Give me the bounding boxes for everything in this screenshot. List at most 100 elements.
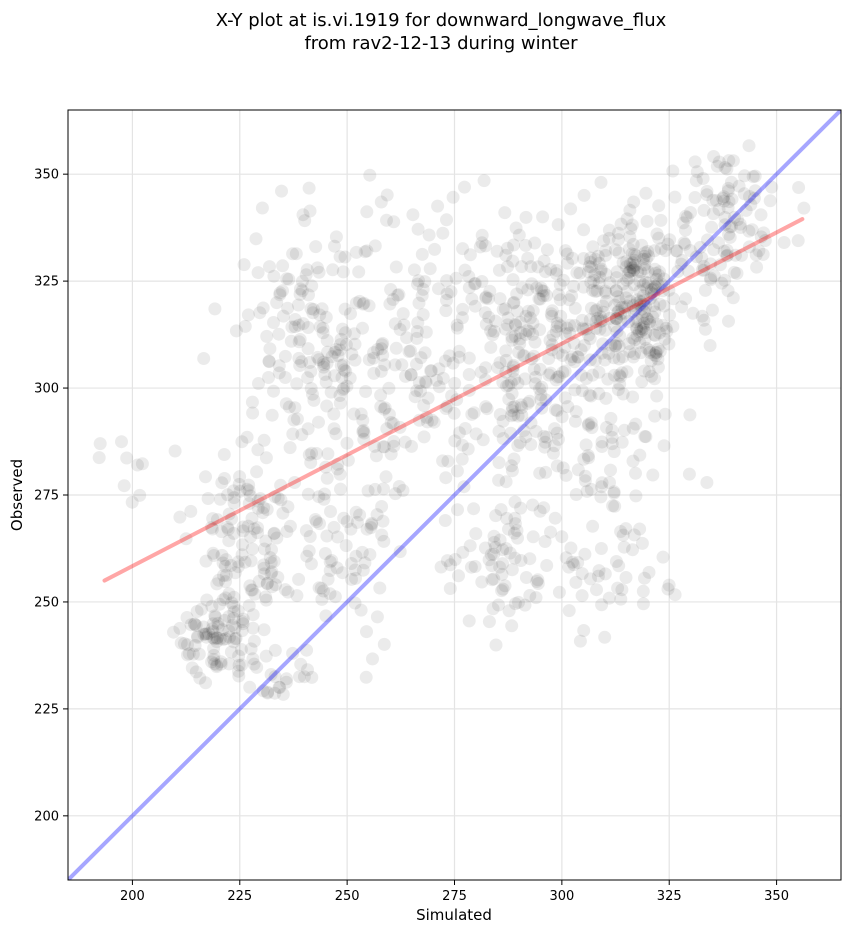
scatter-point [495, 567, 509, 581]
scatter-point [244, 530, 258, 544]
scatter-point [518, 372, 532, 386]
scatter-point [242, 478, 256, 492]
scatter-point [536, 210, 550, 224]
scatter-point [644, 354, 658, 368]
scatter-point [512, 228, 526, 242]
scatter-point [637, 249, 651, 263]
scatter-point [546, 446, 560, 460]
scatter-point [498, 302, 512, 316]
scatter-point [193, 671, 207, 685]
scatter-point [634, 322, 648, 336]
scatter-point [304, 557, 318, 571]
scatter-point [616, 387, 630, 401]
scatter-point [608, 499, 622, 513]
scatter-point [590, 284, 604, 298]
scatter-point [535, 380, 549, 394]
scatter-point [208, 609, 222, 623]
scatter-point [639, 430, 653, 444]
scatter-point [586, 368, 600, 382]
scatter-point [293, 670, 306, 684]
scatter-point [578, 474, 592, 488]
scatter-point [206, 625, 220, 639]
y-tick-label: 300 [34, 382, 59, 397]
scatter-point [384, 283, 398, 296]
scatter-point [260, 576, 274, 590]
scatter-point [636, 252, 650, 266]
scatter-point [613, 329, 627, 343]
scatter-point [602, 591, 616, 605]
scatter-point [438, 354, 452, 368]
scatter-point [587, 274, 601, 287]
scatter-point [290, 589, 304, 603]
scatter-point [603, 311, 617, 325]
scatter-point [504, 426, 518, 440]
scatter-point [233, 484, 247, 498]
scatter-point [374, 400, 388, 414]
scatter-point [700, 476, 714, 489]
scatter-point [243, 680, 257, 694]
scatter-point [356, 425, 370, 439]
scatter-point [615, 301, 629, 314]
scatter-point [595, 476, 609, 490]
scatter-point [727, 265, 741, 279]
scatter-point [607, 485, 621, 499]
scatter-point [626, 237, 640, 251]
scatter-point [308, 513, 322, 526]
scatter-point [354, 603, 368, 617]
scatter-point [558, 340, 572, 354]
scatter-point [639, 299, 653, 313]
x-tick-label: 225 [227, 889, 252, 904]
scatter-point [792, 181, 806, 194]
scatter-point [791, 234, 805, 248]
scatter-point [558, 391, 572, 405]
scatter-point [173, 510, 187, 524]
scatter-point [524, 416, 538, 430]
scatter-point [630, 322, 644, 336]
scatter-point [292, 318, 306, 332]
scatter-point [384, 447, 398, 461]
scatter-point [559, 551, 573, 565]
scatter-point [608, 339, 622, 352]
scatter-point [224, 559, 238, 572]
scatter-point [312, 353, 326, 367]
scatter-point [328, 345, 342, 359]
scatter-point [245, 542, 259, 556]
scatter-point [596, 337, 610, 351]
scatter-point [416, 282, 430, 296]
scatter-point [614, 525, 628, 538]
scatter-point [395, 358, 409, 372]
scatter-point [301, 321, 315, 334]
scatter-point [690, 165, 704, 179]
scatter-point [568, 383, 582, 397]
scatter-point [797, 201, 811, 215]
scatter-point [605, 437, 619, 451]
scatter-point [577, 252, 591, 265]
scatter-point [262, 355, 276, 369]
scatter-point [418, 275, 432, 289]
scatter-point [521, 283, 535, 297]
scatter-point [630, 296, 644, 310]
scatter-point [455, 438, 469, 452]
scatter-point [207, 652, 221, 666]
scatter-point [607, 445, 621, 459]
scatter-point [263, 260, 276, 274]
scatter-point [306, 306, 320, 320]
scatter-point [501, 311, 515, 325]
scatter-point [641, 276, 655, 290]
scatter-point [644, 286, 658, 300]
scatter-point [577, 223, 591, 237]
scatter-point [580, 322, 593, 336]
scatter-point [478, 373, 492, 387]
scatter-point [509, 318, 523, 332]
scatter-point [540, 430, 554, 444]
scatter-point [777, 236, 791, 249]
scatter-point [734, 221, 748, 234]
scatter-point [299, 524, 313, 538]
scatter-point [337, 381, 351, 395]
scatter-point [649, 345, 663, 359]
scatter-point [650, 227, 664, 241]
scatter-point [231, 555, 245, 569]
scatter-point [506, 273, 520, 287]
scatter-point [536, 289, 550, 303]
scatter-point [382, 407, 396, 421]
